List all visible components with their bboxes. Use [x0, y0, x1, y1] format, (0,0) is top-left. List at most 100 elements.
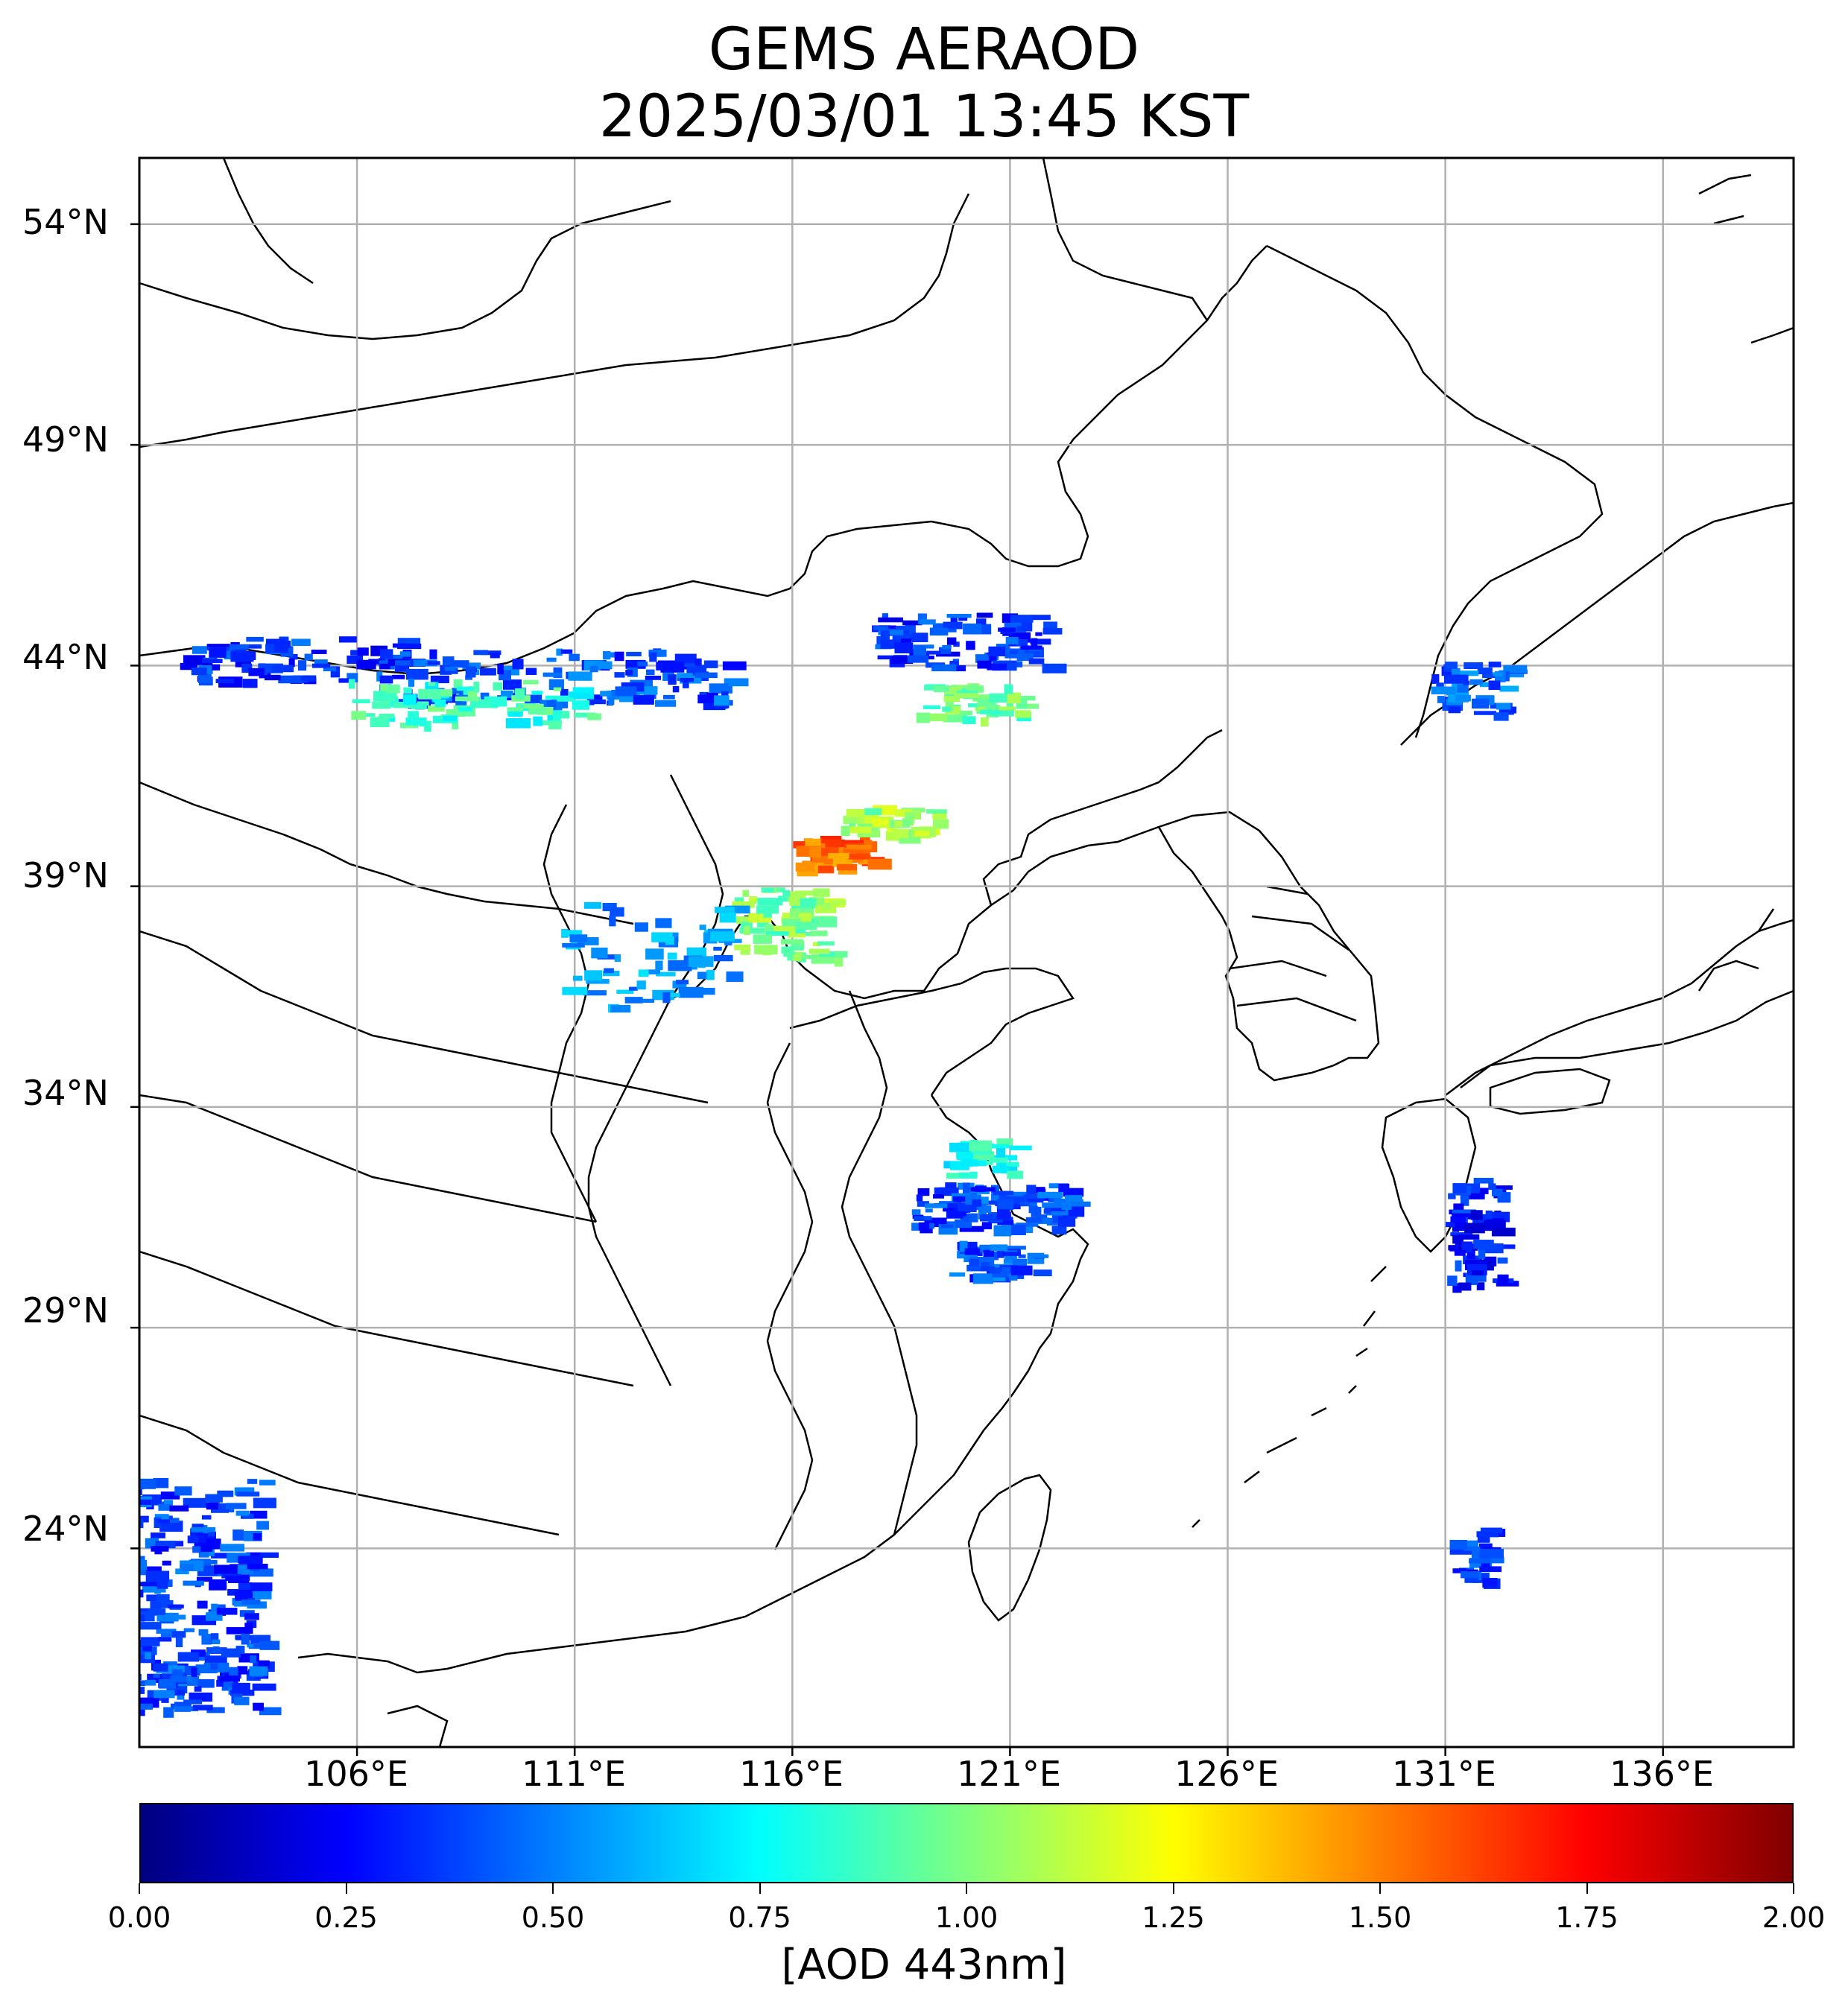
aod-pixel	[713, 946, 722, 951]
aod-pixel	[183, 1580, 204, 1586]
aod-pixel	[156, 1594, 170, 1602]
aod-pixel	[206, 1612, 223, 1621]
aod-pixel	[1452, 1568, 1467, 1573]
aod-pixel	[189, 1692, 213, 1702]
aod-pixel	[915, 830, 930, 837]
aod-pixel	[1017, 703, 1039, 709]
aod-pixel	[1003, 1191, 1028, 1198]
aod-pixel	[139, 1499, 152, 1506]
aod-pixel	[956, 691, 978, 695]
aod-pixel	[678, 986, 704, 998]
aod-pixel	[688, 956, 714, 967]
aod-pixel	[253, 1702, 264, 1711]
aod-pixel	[156, 1612, 179, 1622]
aod-pixel	[490, 652, 500, 659]
aod-pixel	[945, 700, 954, 711]
aod-pixel	[962, 716, 976, 725]
aod-pixel	[574, 712, 596, 718]
aod-pixel	[180, 1564, 194, 1571]
aod-pixel	[282, 640, 291, 648]
aod-pixel	[1458, 1282, 1472, 1291]
aod-pixel	[880, 630, 890, 641]
aod-pixel	[139, 1484, 142, 1495]
aod-pixel	[591, 947, 608, 959]
aod-pixel	[1057, 1216, 1076, 1227]
aod-pixel	[1012, 1258, 1028, 1268]
aod-pixel	[197, 1600, 208, 1609]
aod-overlay	[139, 612, 1528, 1718]
aod-pixel	[602, 971, 620, 977]
aod-pixel	[1024, 1202, 1037, 1207]
aod-pixel	[500, 690, 513, 698]
aod-pixel	[998, 627, 1016, 632]
aod-pixel	[1037, 1191, 1063, 1199]
colorbar-label: [AOD 443nm]	[781, 1941, 1067, 1989]
aod-pixel	[857, 817, 864, 823]
aod-pixel	[183, 1699, 202, 1705]
aod-pixel	[1499, 706, 1517, 714]
aod-pixel	[217, 1490, 234, 1497]
aod-pixel	[139, 1556, 145, 1562]
aod-pixel	[817, 865, 833, 872]
aod-pixel	[1033, 1269, 1052, 1277]
aod-pixel	[250, 1635, 271, 1644]
colorbar-tick-label: 0.50	[521, 1901, 585, 1934]
aod-pixel	[352, 699, 370, 704]
aod-pixel	[782, 890, 791, 900]
aod-pixel	[348, 679, 355, 689]
aod-pixel	[154, 1517, 162, 1529]
aod-pixel	[791, 940, 805, 950]
aod-pixel	[380, 649, 393, 659]
aod-pixel	[823, 904, 832, 910]
aod-pixel	[346, 655, 364, 665]
aod-pixel	[171, 1669, 183, 1678]
aod-pixel	[1488, 662, 1502, 668]
aod-pixel	[714, 695, 730, 706]
aod-pixel	[896, 626, 906, 630]
aod-pixel	[940, 1224, 954, 1228]
aod-pixel	[168, 1604, 184, 1608]
aod-pixel	[913, 644, 927, 656]
aod-pixel	[244, 1623, 253, 1634]
aod-pixel	[472, 669, 480, 676]
aod-pixel	[1436, 682, 1444, 687]
aod-patch-vladivostok	[1431, 662, 1528, 721]
aod-pixel	[256, 1521, 269, 1530]
aod-pixel	[442, 715, 458, 721]
aod-pixel	[1002, 1246, 1026, 1250]
aod-pixel	[174, 1486, 192, 1496]
aod-pixel	[978, 706, 985, 711]
aod-patch-shanxi	[561, 901, 750, 1013]
aod-pixel	[139, 1707, 145, 1716]
map-frame	[138, 156, 1795, 1749]
aod-pixel	[629, 986, 638, 991]
aod-pixel	[1464, 1575, 1478, 1583]
aod-pixel	[963, 623, 982, 635]
aod-pixel	[583, 901, 602, 909]
aod-pixel	[200, 1544, 213, 1552]
aod-pixel	[431, 689, 453, 697]
aod-pixel	[552, 710, 561, 721]
aod-pixel	[568, 671, 592, 681]
aod-pixel	[238, 1582, 253, 1590]
aod-pixel	[402, 694, 417, 706]
aod-pixel	[877, 655, 900, 660]
aod-pixel	[808, 948, 830, 954]
aod-pixel	[1478, 1249, 1486, 1259]
aod-pixel	[252, 1683, 276, 1691]
aod-pixel	[1028, 1187, 1045, 1194]
aod-pixel	[1016, 1223, 1039, 1227]
aod-pixel	[548, 721, 562, 729]
aod-pixel	[966, 1264, 984, 1272]
aod-pixel	[174, 1614, 186, 1620]
aod-pixel	[139, 1589, 144, 1598]
aod-pixel	[616, 989, 634, 994]
aod-pixel	[960, 1159, 978, 1167]
aod-pixel	[793, 841, 811, 849]
aod-pixel	[1052, 1214, 1063, 1223]
aod-pixel	[1061, 1202, 1072, 1210]
aod-pixel	[943, 714, 968, 723]
aod-pixel	[139, 1703, 153, 1710]
aod-pixel	[1010, 638, 1028, 647]
aod-pixel	[742, 890, 750, 897]
